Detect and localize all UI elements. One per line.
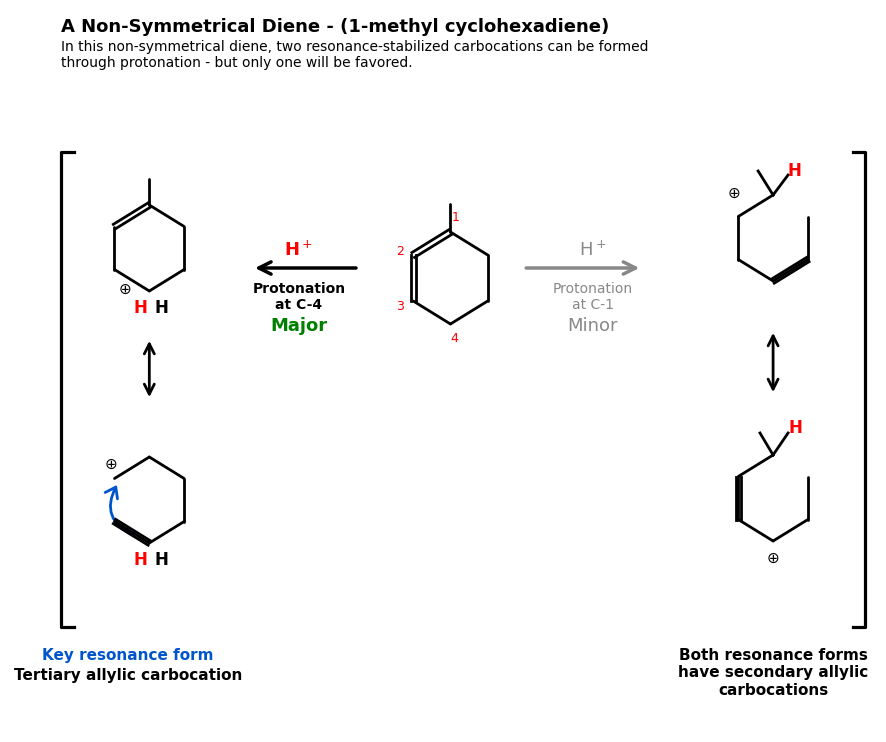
Text: H: H [154, 551, 168, 569]
Text: In this non-symmetrical diene, two resonance-stabilized carbocations can be form: In this non-symmetrical diene, two reson… [61, 40, 649, 70]
Text: Tertiary allylic carbocation: Tertiary allylic carbocation [13, 668, 242, 683]
Text: 2: 2 [396, 245, 404, 257]
Text: Both resonance forms
have secondary allylic
carbocations: Both resonance forms have secondary ally… [678, 648, 868, 697]
Text: H: H [154, 299, 168, 317]
Text: ⊕: ⊕ [766, 551, 780, 565]
Text: H: H [133, 299, 147, 317]
Text: ⊕: ⊕ [727, 186, 740, 200]
Text: Protonation
at C-4: Protonation at C-4 [253, 282, 346, 312]
Text: H$^+$: H$^+$ [284, 240, 314, 260]
Text: ⊕: ⊕ [105, 457, 117, 472]
Text: A Non-Symmetrical Diene - (1-methyl cyclohexadiene): A Non-Symmetrical Diene - (1-methyl cycl… [61, 18, 610, 36]
Text: H: H [133, 551, 147, 569]
Text: 4: 4 [450, 332, 458, 344]
Text: Protonation
at C-1: Protonation at C-1 [553, 282, 633, 312]
Text: ⊕: ⊕ [119, 281, 131, 297]
FancyArrowPatch shape [105, 487, 134, 536]
Text: H$^+$: H$^+$ [579, 240, 606, 260]
Text: Major: Major [270, 317, 328, 335]
Text: H: H [789, 419, 803, 437]
Text: H: H [788, 162, 802, 180]
Text: Key resonance form: Key resonance form [42, 648, 214, 663]
Text: 1: 1 [452, 211, 460, 223]
Text: 3: 3 [396, 300, 404, 312]
Text: Minor: Minor [567, 317, 618, 335]
